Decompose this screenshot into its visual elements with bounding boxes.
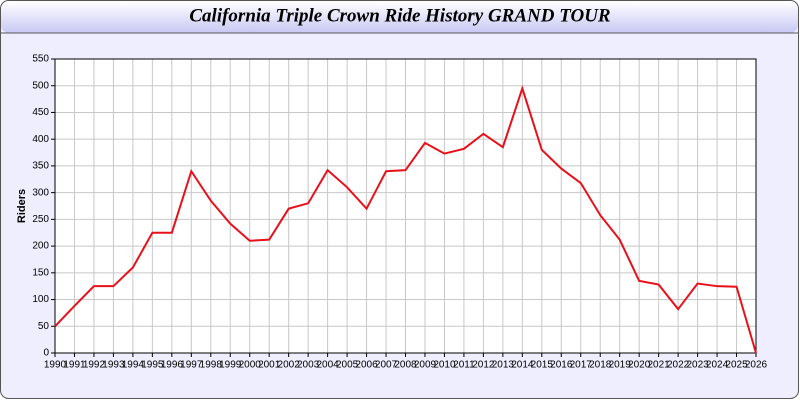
x-tick-label: 2025 [725, 360, 748, 371]
x-tick-label: 2011 [453, 360, 475, 371]
x-tick-label: 2004 [316, 360, 339, 371]
x-tick-label: 2003 [297, 360, 320, 371]
x-tick-label: 2000 [239, 360, 262, 371]
x-tick-label: 1991 [63, 360, 86, 371]
x-tick-label: 1994 [122, 360, 145, 371]
x-tick-label: 2006 [355, 360, 378, 371]
x-tick-label: 2019 [609, 360, 632, 371]
y-tick-label: 0 [43, 348, 49, 359]
x-tick-label: 1998 [200, 360, 223, 371]
x-tick-label: 2017 [570, 360, 593, 371]
y-tick-label: 50 [38, 321, 50, 332]
data-line [54, 85, 757, 354]
y-tick-label: 100 [32, 294, 49, 305]
x-tick-label: 2005 [336, 360, 359, 371]
y-tick-label: 300 [32, 187, 49, 198]
x-tick-label: 2023 [686, 360, 709, 371]
x-tick-label: 1992 [83, 360, 106, 371]
x-tick-label: 2009 [414, 360, 437, 371]
x-tick-label: 2022 [667, 360, 690, 371]
x-tick-label: 2007 [375, 360, 398, 371]
x-tick-label: 2010 [433, 360, 456, 371]
x-tick-label: 1993 [102, 360, 125, 371]
x-tick-label: 2001 [258, 360, 281, 371]
y-tick-label: 150 [32, 267, 49, 278]
x-tick-label: 2021 [648, 360, 671, 371]
x-tick-label: 2016 [550, 360, 573, 371]
y-tick-label: 500 [32, 80, 49, 91]
x-tick-label: 1999 [219, 360, 242, 371]
title-bar [1, 1, 798, 33]
x-tick-label: 1996 [161, 360, 184, 371]
x-tick-label: 2020 [628, 360, 651, 371]
y-tick-label: 350 [32, 161, 49, 172]
x-tick-label: 1990 [44, 360, 67, 371]
y-tick-label: 200 [32, 241, 49, 252]
plot-border [54, 58, 757, 354]
x-tick-label: 2012 [472, 360, 495, 371]
x-tick-label: 2018 [589, 360, 612, 371]
y-tick-label: 450 [32, 107, 49, 118]
y-tick-label: 400 [32, 134, 49, 145]
x-tick-label: 2014 [511, 360, 534, 371]
x-tick-label: 1995 [141, 360, 164, 371]
chart-title: California Triple Crown Ride History GRA… [189, 5, 610, 26]
y-axis-label: Riders [16, 189, 28, 223]
x-tick-label: 2015 [531, 360, 554, 371]
y-tick-label: 550 [32, 54, 49, 65]
x-tick-label: 1997 [180, 360, 203, 371]
x-tick-label: 2026 [745, 360, 768, 371]
x-tick-label: 2024 [706, 360, 729, 371]
y-tick-label: 250 [32, 214, 49, 225]
x-tick-label: 2002 [278, 360, 301, 371]
x-tick-label: 2008 [394, 360, 417, 371]
x-tick-label: 2013 [492, 360, 515, 371]
